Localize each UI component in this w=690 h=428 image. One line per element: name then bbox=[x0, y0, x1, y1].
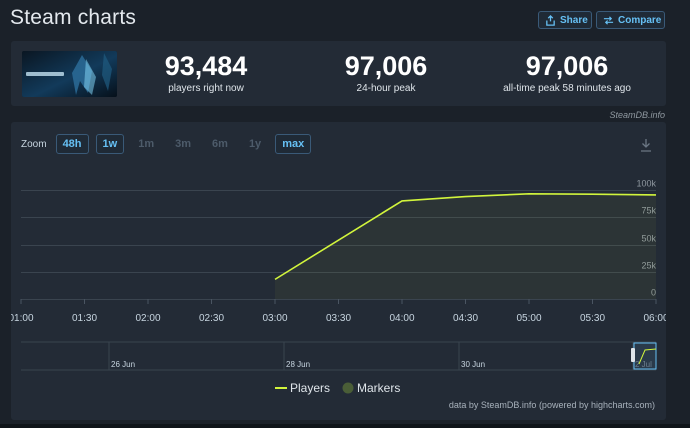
x-tick-label: 01:30 bbox=[72, 313, 97, 324]
legend-markers-label: Markers bbox=[357, 381, 400, 395]
navigator-date-label: 28 Jun bbox=[286, 360, 310, 369]
players-now-value: 93,484 bbox=[164, 51, 248, 81]
zoom-1m-button[interactable]: 1m bbox=[138, 138, 155, 150]
alltime-label: all-time peak 58 minutes ago bbox=[503, 83, 631, 94]
players-line bbox=[274, 193, 657, 281]
x-tick-label: 06:00 bbox=[643, 313, 666, 324]
download-icon[interactable] bbox=[640, 138, 652, 157]
share-icon bbox=[545, 14, 556, 26]
x-tick-label: 02:30 bbox=[199, 313, 224, 324]
stats-panel: 93,484 players right now 97,006 24-hour … bbox=[11, 41, 666, 106]
game-capsule-image bbox=[22, 51, 117, 97]
players-area bbox=[275, 193, 656, 299]
x-tick-label: 03:00 bbox=[262, 313, 287, 324]
zoom-6m-button[interactable]: 6m bbox=[212, 138, 228, 150]
navigator-handle-left bbox=[631, 348, 635, 362]
zoom-bar: Zoom 48h 1w 1m 3m 6m 1y max bbox=[21, 134, 312, 154]
compare-label: Compare bbox=[618, 14, 662, 26]
chart-credits: data by SteamDB.info (powered by highcha… bbox=[448, 400, 655, 410]
zoom-1y-button[interactable]: 1y bbox=[248, 138, 262, 150]
x-tick-label: 05:30 bbox=[580, 313, 605, 324]
game-thumbnail[interactable] bbox=[22, 51, 117, 97]
zoom-1w-button[interactable]: 1w bbox=[95, 134, 125, 154]
x-tick-label: 05:00 bbox=[516, 313, 541, 324]
x-tick-label: 04:00 bbox=[389, 313, 414, 324]
x-tick-label: 01:00 bbox=[11, 313, 34, 324]
y-tick-label: 25k bbox=[641, 261, 656, 271]
zoom-max-button[interactable]: max bbox=[275, 134, 312, 154]
players-line-group bbox=[274, 193, 657, 281]
y-axis-labels: 0 25k 50k 75k 100k bbox=[636, 179, 656, 298]
stat-alltime-peak: 97,006 all-time peak 58 minutes ago bbox=[489, 51, 645, 94]
chart-panel: Zoom 48h 1w 1m 3m 6m 1y max 0 25k 50k 75k 10… bbox=[11, 122, 666, 420]
stat-players-now: 93,484 players right now bbox=[147, 51, 265, 94]
legend-players-label: Players bbox=[290, 381, 330, 395]
players-now-label: players right now bbox=[168, 83, 244, 94]
x-axis-labels: 01:00 01:30 02:00 02:30 03:00 03:30 04:00 04:30… bbox=[11, 313, 666, 324]
alltime-value: 97,006 bbox=[525, 51, 609, 81]
y-tick-label: 75k bbox=[641, 206, 656, 216]
y-tick-label: 50k bbox=[641, 234, 656, 244]
peak24-value: 97,006 bbox=[344, 51, 428, 81]
bottom-strip bbox=[0, 424, 690, 428]
zoom-label: Zoom bbox=[21, 138, 47, 150]
legend-markers-swatch bbox=[342, 382, 354, 394]
zoom-48h-button[interactable]: 48h bbox=[55, 134, 89, 154]
chart-grid bbox=[20, 190, 657, 304]
steamdb-watermark: SteamDB.info bbox=[609, 110, 665, 120]
navigator-selection bbox=[633, 342, 657, 370]
compare-button[interactable]: Compare bbox=[596, 11, 665, 29]
x-tick-label: 04:30 bbox=[453, 313, 478, 324]
peak24-label: 24-hour peak bbox=[356, 83, 416, 94]
chart-legend: Players Markers bbox=[275, 381, 400, 395]
navigator-date-label: 30 Jun bbox=[461, 360, 485, 369]
share-label: Share bbox=[560, 14, 588, 26]
players-area-fill bbox=[275, 193, 656, 299]
compare-icon bbox=[603, 15, 614, 26]
share-button[interactable]: Share bbox=[538, 11, 592, 29]
x-tick-label: 03:30 bbox=[326, 313, 351, 324]
navigator-date-label: 26 Jun bbox=[111, 360, 135, 369]
page-title: Steam charts bbox=[10, 6, 137, 29]
stat-24h-peak: 97,006 24-hour peak bbox=[327, 51, 445, 94]
navigator-series bbox=[638, 348, 657, 365]
player-count-chart[interactable]: 0 25k 50k 75k 100k 01:00 01:30 02:00 02:30 03:00… bbox=[11, 122, 666, 420]
zoom-3m-button[interactable]: 3m bbox=[175, 138, 192, 150]
y-tick-label: 100k bbox=[636, 179, 656, 189]
y-tick-label: 0 bbox=[651, 288, 656, 298]
x-tick-label: 02:00 bbox=[135, 313, 160, 324]
